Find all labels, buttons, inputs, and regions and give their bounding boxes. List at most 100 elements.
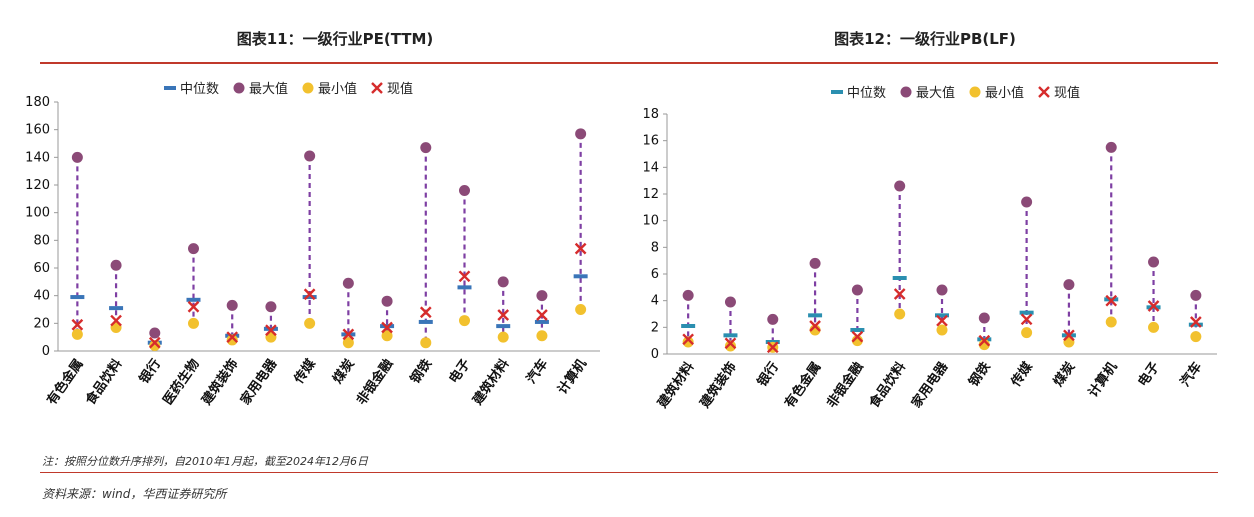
left-chart-title: 图表11：一级行业PE(TTM) (236, 30, 434, 48)
x-category-label: 医药生物 (160, 356, 203, 408)
current-point (978, 334, 991, 347)
x-category-label: 汽车 (1177, 359, 1205, 389)
source-line: 资料来源：wind，华西证券研究所 (42, 487, 227, 501)
legend-item-min: 最小值 (969, 85, 1024, 101)
max-point (851, 284, 863, 296)
y-tick-label: 14 (642, 160, 659, 175)
legend-item-max: 最大值 (900, 85, 955, 101)
max-point (767, 313, 779, 325)
category-group (723, 296, 738, 352)
current-point (303, 288, 316, 301)
max-point (459, 185, 470, 197)
x-category-label: 钢铁 (966, 359, 994, 389)
y-tick-label: 12 (642, 187, 659, 202)
legend-label: 最大值 (916, 85, 955, 101)
current-point (1189, 316, 1202, 328)
x-category-label: 传媒 (1007, 358, 1036, 390)
current-point (809, 320, 821, 332)
x-category-label: 建筑装饰 (697, 359, 740, 411)
category-group (765, 313, 780, 354)
x-category-label: 有色金属 (44, 356, 87, 408)
max-point (149, 327, 161, 339)
current-point (536, 309, 548, 321)
y-tick-label: 140 (25, 150, 50, 165)
max-point (304, 150, 316, 162)
max-point (978, 312, 990, 324)
legend-item-max: 最大值 (233, 81, 288, 97)
legend-label: 最小值 (985, 85, 1024, 101)
min-point (536, 330, 548, 342)
min-point (149, 339, 161, 351)
category-group (186, 243, 201, 329)
min-point (497, 331, 509, 343)
x-category-label: 银行 (136, 356, 164, 386)
x-category-label: 汽车 (523, 356, 551, 386)
bottom-divider (40, 472, 1218, 473)
min-point (1190, 331, 1202, 343)
max-point (226, 299, 238, 311)
y-tick-label: 2 (651, 320, 659, 335)
current-point (71, 318, 84, 331)
x-category-label: 有色金属 (781, 359, 824, 411)
category-group (534, 290, 549, 342)
y-tick-label: 20 (33, 316, 50, 331)
x-category-label: 非银金融 (824, 359, 867, 411)
x-category-label: 食品饮料 (82, 356, 125, 408)
y-tick-label: 4 (651, 294, 659, 309)
min-point (420, 337, 432, 349)
y-tick-label: 180 (25, 95, 50, 110)
max-point (71, 151, 83, 163)
min-point (226, 334, 238, 346)
max-point (894, 180, 906, 192)
legend-current-marker (371, 82, 383, 94)
max-point (936, 284, 948, 296)
max-point (265, 301, 277, 313)
category-group (263, 301, 278, 343)
max-point (575, 128, 587, 140)
max-point (188, 243, 199, 255)
current-point (1020, 313, 1033, 326)
y-tick-label: 0 (42, 344, 50, 359)
x-category-label: 食品饮料 (866, 359, 909, 411)
footnote: 注：按照分位数升序排列，自2010年1月起，截至2024年12月6日 (42, 455, 368, 468)
legend-item-current: 现值 (1038, 85, 1080, 101)
category-group (1019, 196, 1034, 339)
min-point (342, 337, 354, 349)
y-tick-label: 18 (642, 107, 659, 122)
category-group (496, 276, 511, 343)
x-category-label: 家用电器 (237, 355, 281, 408)
y-tick-label: 0 (651, 347, 659, 362)
y-tick-label: 40 (33, 289, 50, 304)
category-group (70, 151, 85, 340)
max-point (1063, 279, 1075, 291)
category-group (341, 277, 356, 349)
legend: 中位数 最大值 最小值 现值 (831, 85, 1080, 101)
y-tick-label: 80 (33, 233, 50, 248)
min-point (1021, 327, 1033, 339)
legend-item-min: 最小值 (302, 81, 357, 97)
max-point (1190, 289, 1202, 301)
max-point (1148, 256, 1160, 268)
category-group (573, 128, 588, 315)
max-point (381, 295, 393, 307)
category-group (892, 180, 907, 320)
category-group (418, 142, 433, 349)
current-point (110, 314, 122, 327)
category-group (147, 327, 162, 351)
legend-max-marker (233, 82, 245, 94)
y-tick-label: 8 (651, 240, 659, 255)
current-point (497, 309, 510, 321)
max-point (536, 290, 548, 302)
x-category-label: 计算机 (1085, 359, 1120, 400)
current-point (574, 242, 587, 255)
x-category-label: 计算机 (554, 356, 589, 397)
current-point (381, 321, 393, 334)
x-category-label: 钢铁 (407, 356, 435, 386)
current-point (724, 337, 737, 350)
max-point (682, 289, 694, 301)
current-point (682, 333, 695, 346)
x-category-label: 传媒 (290, 355, 319, 387)
y-tick-label: 16 (642, 134, 659, 149)
current-point (342, 328, 355, 341)
max-point (110, 259, 122, 271)
